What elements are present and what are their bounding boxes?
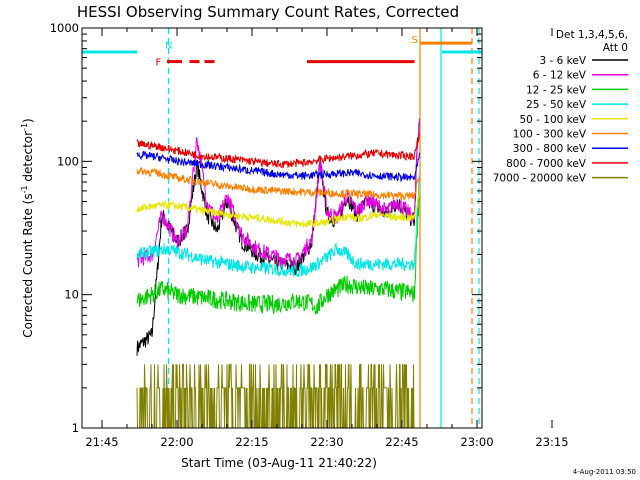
y-axis-label: Corrected Count Rate (s-1 detector-1) xyxy=(20,118,35,337)
x-tick-label: 22:30 xyxy=(310,435,343,449)
series-line xyxy=(136,150,420,183)
plot-frame xyxy=(81,27,483,429)
series-line xyxy=(136,363,415,429)
legend-label: 300 - 800 keV xyxy=(513,143,587,155)
legend-label: 800 - 7000 keV xyxy=(506,158,587,170)
y-tick-label: 100 xyxy=(57,154,79,168)
legend: Det 1,3,4,5,6, Att 0 3 - 6 keV 6 - 12 keV… xyxy=(493,29,628,185)
legend-label: 7000 - 20000 keV xyxy=(493,173,587,185)
series-line xyxy=(136,167,420,201)
x-tick-label: 22:00 xyxy=(160,435,193,449)
x-tick-label: 23:00 xyxy=(460,435,493,449)
y-tick-label: 1 xyxy=(72,421,79,435)
series-line xyxy=(136,133,420,169)
annotation-label: S xyxy=(412,35,418,46)
series-line xyxy=(136,189,420,228)
x-axis: 21:45 22:00 22:15 22:30 22:45 23:00 23:15 xyxy=(85,28,569,449)
legend-label: 3 - 6 keV xyxy=(539,55,586,67)
legend-label: 6 - 12 keV xyxy=(533,70,587,82)
legend-label: 50 - 100 keV xyxy=(519,114,586,126)
series-line xyxy=(136,190,420,315)
legend-label: 25 - 50 keV xyxy=(526,99,587,111)
legend-title-2: Att 0 xyxy=(603,42,628,54)
series-line xyxy=(136,118,420,270)
annotation-label: N xyxy=(165,41,172,52)
series-line xyxy=(136,175,420,277)
x-tick-label: 22:15 xyxy=(235,435,268,449)
legend-label: 12 - 25 keV xyxy=(526,84,587,96)
timestamp: 4-Aug-2011 03:50 xyxy=(573,468,636,476)
x-tick-label: 23:15 xyxy=(535,435,568,449)
plot-area: NF S xyxy=(82,28,482,429)
y-tick-label: 10 xyxy=(64,288,79,302)
x-axis-label: Start Time (03-Aug-11 21:40:22) xyxy=(181,456,377,470)
chart-title: HESSI Observing Summary Count Rates, Cor… xyxy=(77,3,459,21)
legend-label: 100 - 300 keV xyxy=(513,129,587,141)
x-tick-label: 21:45 xyxy=(85,435,118,449)
y-tick-label: 1000 xyxy=(50,21,79,35)
legend-title-1: Det 1,3,4,5,6, xyxy=(556,29,628,41)
x-tick-label: 22:45 xyxy=(385,435,418,449)
y-axis: 1 10 100 1000 xyxy=(50,21,482,435)
annotation-label: F xyxy=(156,58,162,69)
